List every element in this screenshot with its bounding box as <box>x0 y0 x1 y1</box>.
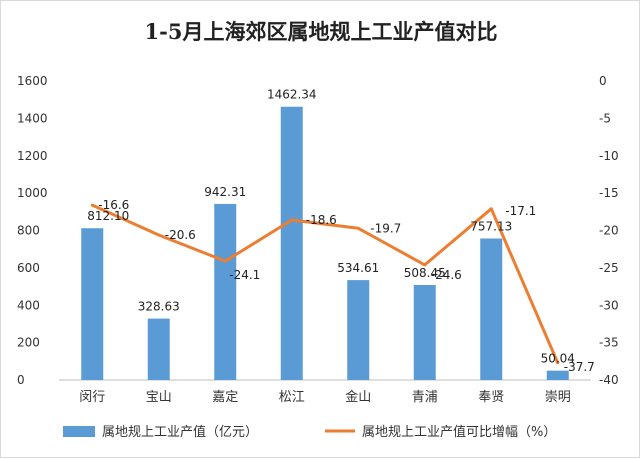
y-left-tick-label: 1200 <box>17 149 48 163</box>
line-value-label: -37.7 <box>564 360 595 374</box>
line-value-label: -24.6 <box>431 268 462 282</box>
y-left-tick-label: 1000 <box>17 186 48 200</box>
y-left-tick-label: 600 <box>17 261 40 275</box>
growth-line <box>91 203 560 364</box>
bar-崇明 <box>546 370 569 380</box>
x-category-label: 闵行 <box>79 390 105 405</box>
x-category-label: 崇明 <box>545 390 571 405</box>
axes: 0 200 400 600 800 1000 1200 1400 1600 0 -5 -10 -15 -2… <box>17 74 619 405</box>
line-value-label: -17.1 <box>505 204 536 218</box>
line-point-松江 <box>290 218 294 222</box>
x-category-label: 金山 <box>345 389 371 405</box>
y-right-tick-label: -40 <box>599 373 619 387</box>
y-left-tick-label: 1400 <box>17 111 48 125</box>
bar-宝山 <box>147 318 170 380</box>
y-right-tick-label: -5 <box>599 111 611 125</box>
line-value-label: -19.7 <box>370 221 401 235</box>
bar-青浦 <box>413 284 436 380</box>
data-labels: 812.10 328.63 942.31 1462.34 534.61 508.45 757… <box>87 88 595 374</box>
y-right-tick-label: 0 <box>599 74 607 88</box>
y-right-tick-label: -15 <box>599 186 619 200</box>
y-left-tick-label: 200 <box>17 336 40 350</box>
line-value-label: -20.6 <box>165 228 196 242</box>
line-point-宝山 <box>157 233 161 237</box>
legend-line-label: 属地规上工业产值可比增幅（%） <box>362 424 556 440</box>
x-category-label: 松江 <box>279 390 305 405</box>
bar-series <box>81 106 569 380</box>
bar-value-label: 757.13 <box>470 220 512 234</box>
y-right-tick-label: -20 <box>599 224 619 238</box>
y-right-tick-label: -10 <box>599 149 619 163</box>
bar-value-label: 812.10 <box>87 209 129 223</box>
line-point-闵行 <box>90 203 94 207</box>
bar-松江 <box>280 106 303 380</box>
y-right-tick-label: -30 <box>599 298 619 312</box>
x-category-label: 宝山 <box>146 390 172 405</box>
line-point-青浦 <box>423 263 427 267</box>
legend-bar-label: 属地规上工业产值（亿元） <box>102 424 258 440</box>
bar-value-label: 50.04 <box>541 352 575 366</box>
bar-value-label: 534.61 <box>337 261 379 275</box>
bar-嘉定 <box>214 203 237 380</box>
y-right-tick-label: -25 <box>599 261 619 275</box>
bar-金山 <box>347 280 370 380</box>
y-left-tick-label: 0 <box>17 373 25 387</box>
line-point-奉贤 <box>489 207 493 211</box>
bar-value-label: 1462.34 <box>267 88 317 102</box>
x-category-label: 青浦 <box>412 390 438 405</box>
bar-奉贤 <box>480 238 503 380</box>
bar-value-label: 942.31 <box>204 185 246 199</box>
y-left-tick-label: 800 <box>17 224 40 238</box>
line-value-label: -16.6 <box>98 198 129 212</box>
y-left-tick-label: 1600 <box>17 74 48 88</box>
line-value-label: -18.6 <box>306 213 337 227</box>
legend: 属地规上工业产值（亿元） 属地规上工业产值可比增幅（%） <box>63 424 556 440</box>
x-category-label: 奉贤 <box>478 390 504 405</box>
legend-bar-swatch <box>63 426 95 437</box>
bar-value-label: 508.45 <box>404 266 446 280</box>
line-point-崇明 <box>556 361 560 365</box>
y-left-tick-label: 400 <box>17 298 40 312</box>
chart-title: 1-5月上海郊区属地规上工业产值对比 <box>145 19 498 44</box>
x-category-label: 嘉定 <box>212 390 238 405</box>
line-series <box>90 203 560 365</box>
bar-闵行 <box>81 228 104 380</box>
bar-value-label: 328.63 <box>138 300 180 314</box>
y-right-tick-label: -35 <box>599 336 619 350</box>
line-value-label: -24.1 <box>229 268 260 282</box>
line-point-嘉定 <box>223 259 227 263</box>
line-point-金山 <box>356 226 360 230</box>
